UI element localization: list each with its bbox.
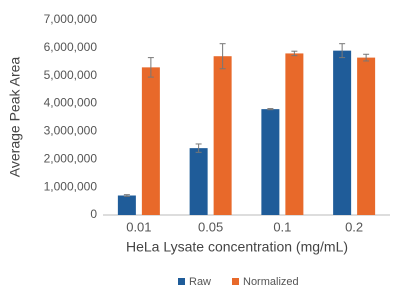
y-tick-label: 5,000,000 [44, 68, 98, 82]
legend-swatch [232, 278, 239, 285]
bar [261, 109, 280, 215]
bar [189, 148, 208, 215]
error-bar [123, 194, 130, 197]
error-bar [147, 57, 154, 78]
y-tick-label: 2,000,000 [44, 151, 98, 165]
error-bar [219, 43, 226, 70]
x-tick-label: 0.1 [273, 219, 291, 234]
x-tick-label: 0.01 [126, 219, 151, 234]
y-tick-label: 6,000,000 [44, 40, 98, 54]
y-tick-label: 4,000,000 [44, 96, 98, 110]
legend-label: Normalized [243, 276, 299, 288]
bar [285, 53, 304, 215]
x-tick-label: 0.05 [198, 219, 223, 234]
error-bar [339, 43, 346, 59]
x-axis-title: HeLa Lysate concentration (mg/mL) [126, 239, 348, 255]
bar [141, 67, 160, 215]
y-tick-label: 7,000,000 [44, 12, 98, 26]
bar [213, 56, 232, 215]
error-bar [195, 143, 202, 153]
bar [333, 50, 352, 216]
y-tick-label: 1,000,000 [44, 179, 98, 193]
bar [117, 195, 136, 215]
y-tick-label: 0 [90, 207, 97, 221]
x-tick-label: 0.2 [345, 219, 363, 234]
legend-label: Raw [189, 276, 211, 288]
y-axis-title: Average Peak Area [7, 57, 23, 178]
error-bar [267, 108, 274, 111]
y-tick-label: 3,000,000 [44, 124, 98, 138]
error-bar [363, 53, 370, 62]
error-bar [291, 50, 298, 57]
bar [357, 57, 376, 215]
legend-swatch [178, 278, 185, 285]
